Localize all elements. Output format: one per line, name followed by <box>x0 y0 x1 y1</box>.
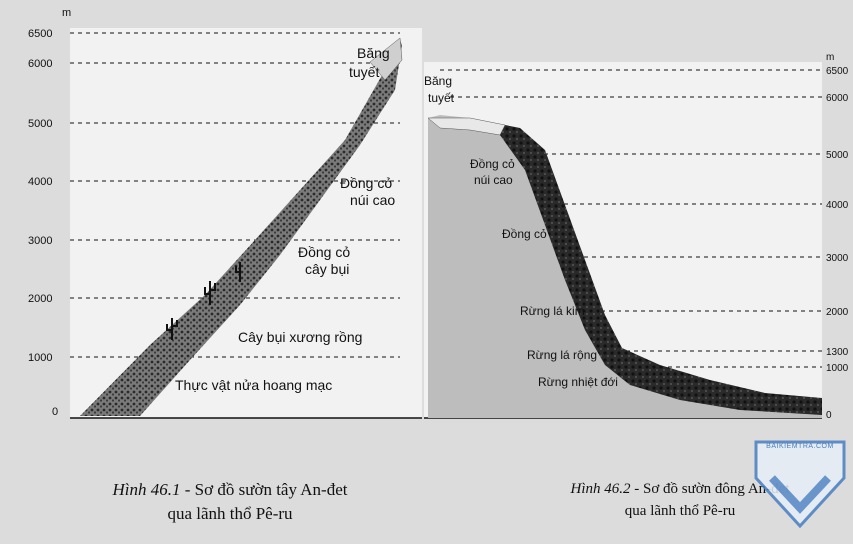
right-ticks: 6500 6000 5000 4000 3000 2000 1300 1000 … <box>826 66 849 421</box>
watermark-logo <box>754 440 846 529</box>
left-panel <box>70 28 422 418</box>
watermark-text: BAIKIEMTRA.COM <box>766 443 834 450</box>
right-zone-conifer: Rừng lá kim <box>520 304 585 318</box>
right-axis-unit: m <box>826 52 834 63</box>
left-tick-6500: 6500 <box>28 28 52 40</box>
left-zone-shrub-meadow-2: cây bụi <box>305 261 349 277</box>
left-tick-0: 0 <box>52 406 58 418</box>
left-ticks: 6500 6000 5000 4000 3000 2000 1000 0 <box>28 28 58 418</box>
left-zone-cactus: Cây bụi xương rồng <box>238 329 362 345</box>
right-tick-2000: 2000 <box>826 307 849 318</box>
right-zone-meadow: Đồng cỏ <box>502 227 547 241</box>
left-axis-unit: m <box>62 7 71 19</box>
right-caption: Hình 46.2 - Sơ đồ sườn đông An-đet qua l… <box>520 478 840 522</box>
left-zone-semidesert: Thực vật nửa hoang mạc <box>175 377 332 393</box>
right-tick-0: 0 <box>826 410 832 421</box>
right-caption-fig: Hình 46.2 <box>570 481 631 497</box>
left-gridlines <box>70 32 400 358</box>
left-tick-2000: 2000 <box>28 293 52 305</box>
right-zone-alpine-meadow-1: Đồng cỏ <box>470 157 515 171</box>
left-zone-alpine-meadow-2: núi cao <box>350 192 395 208</box>
right-tick-6000: 6000 <box>826 93 849 104</box>
right-snow-cap <box>427 117 506 136</box>
left-zone-alpine-meadow-1: Đồng cỏ <box>340 175 392 191</box>
left-zone-shrub-meadow-1: Đồng cỏ <box>298 244 350 260</box>
right-zone-snow-1: Băng <box>424 74 452 88</box>
left-caption-fig: Hình 46.1 <box>112 480 181 499</box>
left-tick-4000: 4000 <box>28 176 52 188</box>
right-zone-broadleaf: Rừng lá rộng <box>527 348 597 362</box>
right-tick-1300: 1300 <box>826 347 849 358</box>
right-caption-text: - Sơ đồ sườn đông An-đet <box>630 481 790 497</box>
left-zone-snow-2: tuyết <box>349 64 379 80</box>
left-snow-cap <box>369 37 403 81</box>
right-diagram: m 6500 6000 5000 4000 3000 2000 1300 100… <box>424 52 849 421</box>
left-tick-5000: 5000 <box>28 118 52 130</box>
right-tick-5000: 5000 <box>826 150 849 161</box>
right-gridlines <box>440 69 822 368</box>
right-caption-line2: qua lãnh thổ Pê-ru <box>624 503 736 519</box>
left-caption-line2: qua lãnh thổ Pê-ru <box>167 504 293 523</box>
right-zone-alpine-meadow-2: núi cao <box>474 173 513 187</box>
left-tick-6000: 6000 <box>28 58 52 70</box>
right-mountain-body <box>428 115 822 418</box>
right-tick-3000: 3000 <box>826 253 849 264</box>
right-tick-4000: 4000 <box>826 200 849 211</box>
right-tick-1000: 1000 <box>826 363 849 374</box>
right-zone-tropical: Rừng nhiệt đới <box>538 375 618 389</box>
cactus-icons <box>166 262 241 340</box>
left-diagram: m 6500 6000 5000 4000 3000 2000 1000 0 <box>28 7 422 419</box>
left-caption-text: - Sơ đồ sườn tây An-đet <box>180 480 348 499</box>
right-slope-forest <box>500 125 822 415</box>
left-tick-3000: 3000 <box>28 235 52 247</box>
right-tick-6500: 6500 <box>826 66 849 77</box>
right-zone-snow-2: tuyết <box>428 91 455 105</box>
left-tick-1000: 1000 <box>28 352 52 364</box>
left-zone-snow-1: Băng <box>357 45 390 61</box>
left-caption: Hình 46.1 - Sơ đồ sườn tây An-đet qua lã… <box>40 478 420 526</box>
